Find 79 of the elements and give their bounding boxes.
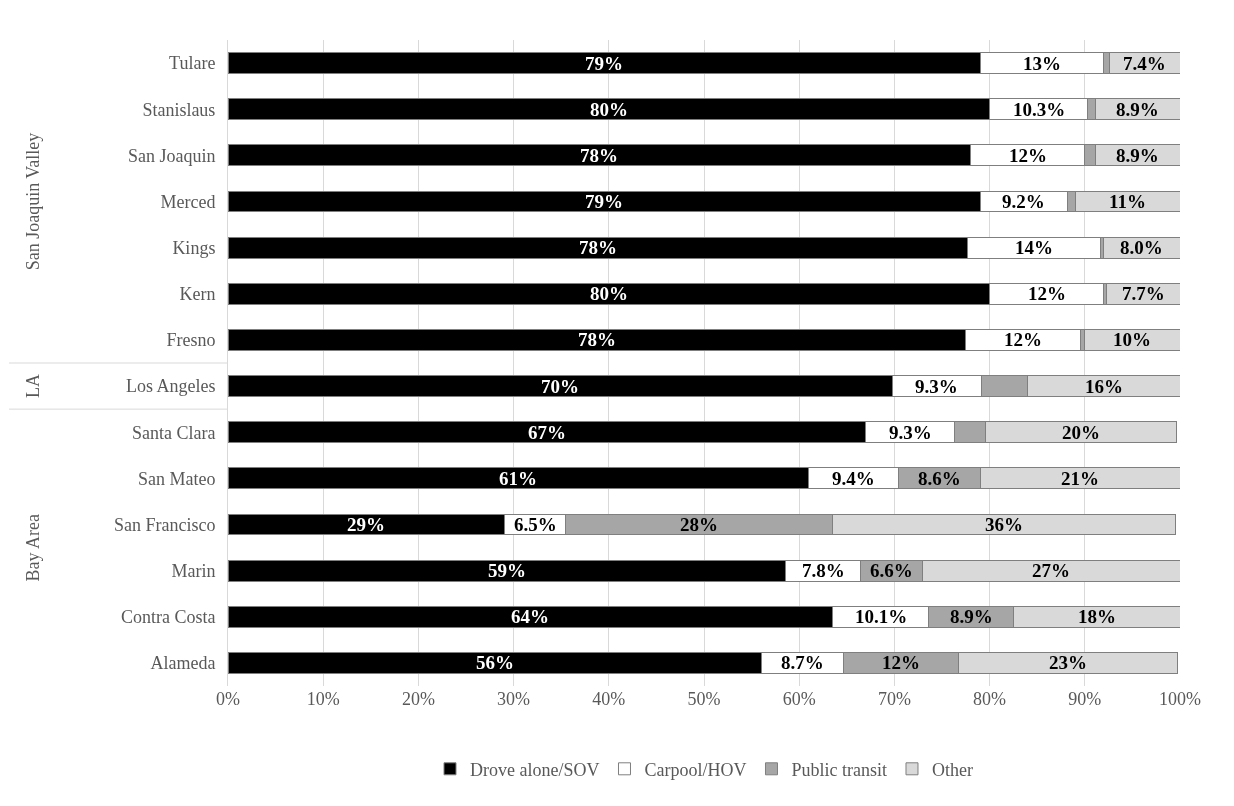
data-label: 21%: [1061, 468, 1099, 489]
data-label: 9.2%: [1002, 191, 1045, 212]
data-label: 10.1%: [855, 606, 908, 627]
data-label: 56%: [476, 652, 514, 673]
data-label: 8.6%: [918, 468, 961, 489]
data-label: 36%: [985, 514, 1023, 535]
y-tick-label: Contra Costa: [120, 607, 216, 628]
data-label: 23%: [1049, 652, 1087, 673]
data-label: 7.8%: [802, 560, 845, 581]
text: San Joaquin Valley: [23, 132, 44, 271]
data-label: 29%: [347, 514, 385, 535]
y-tick-label: Fresno: [166, 330, 216, 351]
legend-label: Drove alone/SOV: [470, 759, 600, 780]
x-tick-label: 50%: [687, 689, 721, 709]
y-tick-label: Santa Clara: [131, 422, 216, 443]
y-tick-label: San Mateo: [137, 468, 216, 489]
data-label: 8.9%: [1116, 145, 1159, 166]
y-tick-label: Stanislaus: [142, 99, 216, 120]
data-label: 8.9%: [950, 606, 993, 627]
y-tick-label: Merced: [160, 191, 216, 212]
y-tick-label: San Joaquin: [127, 145, 216, 166]
y-tick-label: Tulare: [169, 53, 216, 74]
text: Bay Area: [23, 513, 44, 582]
text: LA: [22, 373, 43, 398]
x-tick-label: 80%: [973, 689, 1007, 709]
y-tick-label: Marin: [171, 560, 216, 581]
y-tick-label: Kern: [179, 284, 216, 305]
data-label: 80%: [590, 283, 628, 304]
data-label: 9.4%: [832, 468, 875, 489]
legend-label: Public transit: [791, 759, 887, 780]
data-label: 7.7%: [1122, 283, 1165, 304]
data-label: 9.3%: [915, 376, 958, 397]
data-label: 13%: [1023, 53, 1061, 74]
data-label: 80%: [590, 99, 628, 120]
legend-label: Other: [931, 759, 973, 780]
data-label: 7.4%: [1123, 53, 1166, 74]
data-label: 10.3%: [1013, 99, 1066, 120]
data-label: 28%: [680, 514, 718, 535]
x-tick-label: 40%: [592, 689, 626, 709]
x-tick-label: 10%: [306, 689, 340, 709]
data-label: 79%: [585, 191, 623, 212]
x-tick-label: 70%: [877, 689, 911, 709]
data-label: 79%: [585, 53, 623, 74]
y-tick-label: Alameda: [150, 653, 216, 674]
data-label: 78%: [578, 329, 616, 350]
x-tick-label: 20%: [401, 689, 435, 709]
data-label: 67%: [528, 422, 566, 443]
y-tick-label: San Francisco: [113, 514, 216, 535]
data-label: 14%: [1015, 237, 1053, 258]
data-label: 27%: [1032, 560, 1070, 581]
data-label: 9.3%: [889, 422, 932, 443]
y-tick-label: Los Angeles: [125, 376, 216, 397]
y-tick-label: Kings: [172, 237, 216, 258]
data-label: 12%: [1009, 145, 1047, 166]
data-label: 8.7%: [781, 652, 824, 673]
data-label: 10%: [1113, 329, 1151, 350]
x-tick-label: 60%: [782, 689, 816, 709]
x-tick-label: 100%: [1159, 689, 1201, 709]
legend-label: Carpool/HOV: [644, 759, 747, 780]
data-label: 64%: [511, 606, 549, 627]
x-tick-label: 30%: [497, 689, 531, 709]
data-label: 11%: [1109, 191, 1146, 212]
data-label: 78%: [579, 237, 617, 258]
data-label: 8.0%: [1120, 237, 1163, 258]
data-label: 70%: [541, 376, 579, 397]
data-label: 59%: [488, 560, 526, 581]
data-label: 61%: [499, 468, 537, 489]
data-label: 8.9%: [1116, 99, 1159, 120]
data-label: 20%: [1062, 422, 1100, 443]
data-label: 16%: [1085, 376, 1123, 397]
x-tick-label: 90%: [1068, 689, 1102, 709]
data-label: 12%: [882, 652, 920, 673]
data-label: 6.5%: [514, 514, 557, 535]
data-label: 12%: [1004, 329, 1042, 350]
data-label: 18%: [1078, 606, 1116, 627]
x-tick-label: 0%: [216, 689, 240, 709]
data-label: 12%: [1028, 283, 1066, 304]
data-label: 6.6%: [870, 560, 913, 581]
data-label: 78%: [580, 145, 618, 166]
